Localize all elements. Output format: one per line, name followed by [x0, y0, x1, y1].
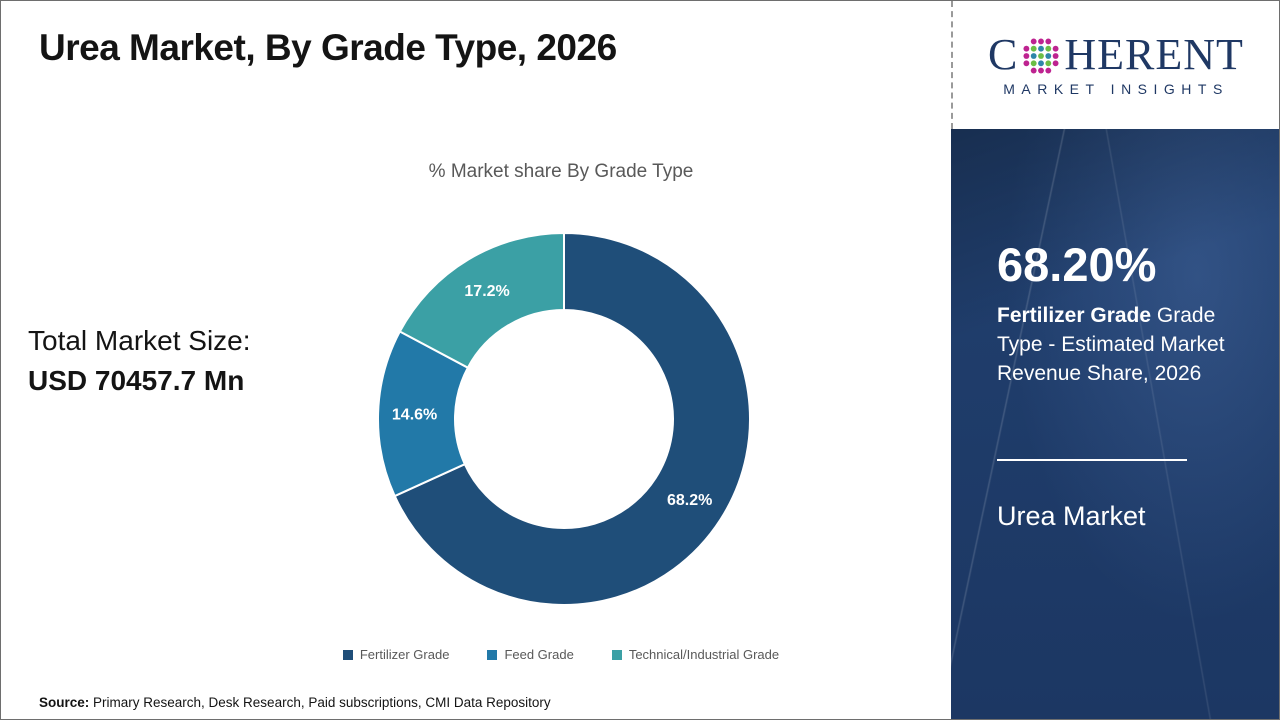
globe-icon — [1023, 38, 1059, 74]
legend-item: Feed Grade — [487, 647, 574, 662]
legend-item: Technical/Industrial Grade — [611, 647, 780, 662]
highlight-description: Fertilizer Grade Grade Type - Estimated … — [997, 301, 1249, 388]
source-line: Source: Primary Research, Desk Research,… — [39, 695, 551, 710]
legend-swatch — [487, 649, 498, 660]
legend-label: Technical/Industrial Grade — [628, 647, 780, 662]
highlight-percentage: 68.20% — [997, 238, 1157, 291]
brand-logo: C — [951, 1, 1279, 129]
legend-swatch — [611, 649, 622, 660]
brand-wordmark: C — [988, 33, 1244, 77]
highlight-panel: 68.20% Fertilizer Grade Grade Type - Est… — [951, 129, 1279, 719]
brand-tagline: MARKET INSIGHTS — [1003, 81, 1229, 97]
legend-swatch — [342, 649, 353, 660]
total-market-size-block: Total Market Size: USD 70457.7 Mn — [28, 325, 251, 397]
legend-item: Fertilizer Grade — [342, 647, 450, 662]
total-market-size-value: USD 70457.7 Mn — [28, 365, 245, 396]
legend-label: Feed Grade — [504, 647, 574, 662]
brand-letter-c: C — [988, 30, 1019, 79]
donut-chart: 68.2% 14.6% 17.2% — [377, 231, 752, 606]
slice-data-label: 68.2% — [667, 492, 712, 509]
page-title: Urea Market, By Grade Type, 2026 — [39, 27, 617, 68]
donut-slice-fertilizer-grade — [393, 231, 752, 606]
sidebar: C — [951, 1, 1279, 719]
slice-data-label: 17.2% — [464, 283, 509, 300]
chart-title: % Market share By Grade Type — [428, 161, 694, 182]
donut-slice-technical-industrial-grade — [398, 231, 565, 370]
source-label: Source: — [39, 695, 90, 710]
market-name: Urea Market — [997, 501, 1146, 531]
total-market-size-label: Total Market Size: — [28, 325, 251, 356]
highlight-segment-name: Fertilizer Grade — [997, 304, 1152, 327]
brand-letters-rest: HERENT — [1064, 30, 1244, 79]
highlight-description-rest: Grade Type - Estimated Market Revenue Sh… — [997, 304, 1225, 385]
chart-legend: Fertilizer Grade Feed Grade Technical/Indu… — [171, 647, 951, 662]
slice-data-label: 14.6% — [392, 406, 437, 423]
source-text: Primary Research, Desk Research, Paid su… — [89, 695, 551, 710]
panel-divider — [997, 459, 1187, 461]
main-content-area: Urea Market, By Grade Type, 2026 % Marke… — [1, 1, 951, 719]
legend-label: Fertilizer Grade — [359, 647, 450, 662]
